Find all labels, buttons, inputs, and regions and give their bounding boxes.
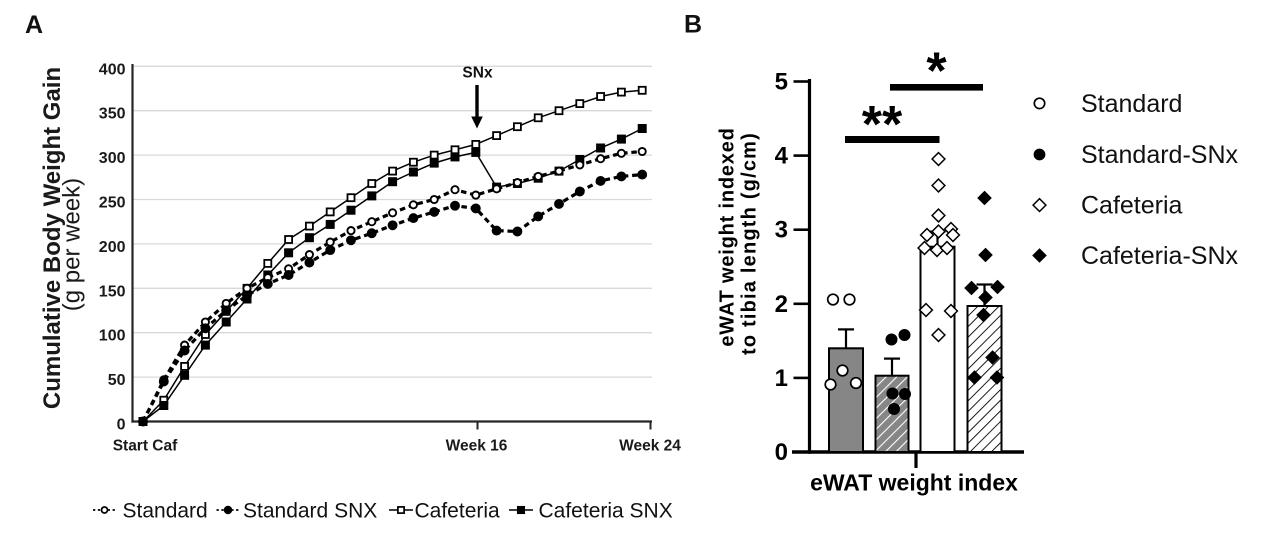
svg-text:2: 2 — [775, 291, 788, 318]
svg-text:*: * — [926, 43, 947, 101]
svg-text:Cumulative Body Weight Gain: Cumulative Body Weight Gain — [39, 67, 66, 409]
svg-text:Cafeteria SNX: Cafeteria SNX — [539, 500, 673, 523]
svg-text:5: 5 — [775, 69, 788, 96]
svg-text:300: 300 — [99, 150, 126, 167]
svg-text:50: 50 — [108, 372, 126, 389]
svg-text:B: B — [684, 11, 702, 39]
svg-text:0: 0 — [775, 439, 788, 466]
svg-text:A: A — [25, 11, 43, 39]
svg-text:to tibia length (g/cm): to tibia length (g/cm) — [739, 132, 761, 355]
svg-text:400: 400 — [99, 61, 126, 78]
svg-text:200: 200 — [99, 239, 126, 256]
svg-text:1: 1 — [775, 365, 788, 392]
svg-text:SNx: SNx — [462, 65, 493, 82]
svg-text:250: 250 — [99, 195, 126, 212]
svg-text:Cafeteria-SNx: Cafeteria-SNx — [1081, 242, 1238, 270]
svg-text:Standard: Standard — [1081, 90, 1182, 118]
svg-text:Standard-SNx: Standard-SNx — [1081, 141, 1239, 169]
svg-text:350: 350 — [99, 106, 126, 123]
svg-text:eWAT weight indexed: eWAT weight indexed — [717, 127, 739, 346]
svg-text:eWAT weight index: eWAT weight index — [810, 470, 1018, 496]
svg-text:3: 3 — [775, 217, 788, 244]
svg-text:Start Caf: Start Caf — [113, 438, 178, 455]
svg-text:Week 16: Week 16 — [446, 438, 508, 455]
svg-text:**: ** — [862, 96, 903, 154]
svg-text:Standard SNX: Standard SNX — [243, 500, 377, 523]
svg-text:150: 150 — [99, 283, 126, 300]
svg-text:(g per week): (g per week) — [59, 178, 86, 311]
svg-text:100: 100 — [99, 328, 126, 345]
svg-text:0: 0 — [117, 417, 126, 434]
svg-text:Standard: Standard — [123, 500, 208, 523]
svg-text:Week 24: Week 24 — [619, 438, 681, 455]
svg-text:4: 4 — [775, 143, 789, 170]
svg-text:Cafeteria: Cafeteria — [1081, 192, 1183, 220]
svg-text:Cafeteria: Cafeteria — [415, 500, 501, 523]
